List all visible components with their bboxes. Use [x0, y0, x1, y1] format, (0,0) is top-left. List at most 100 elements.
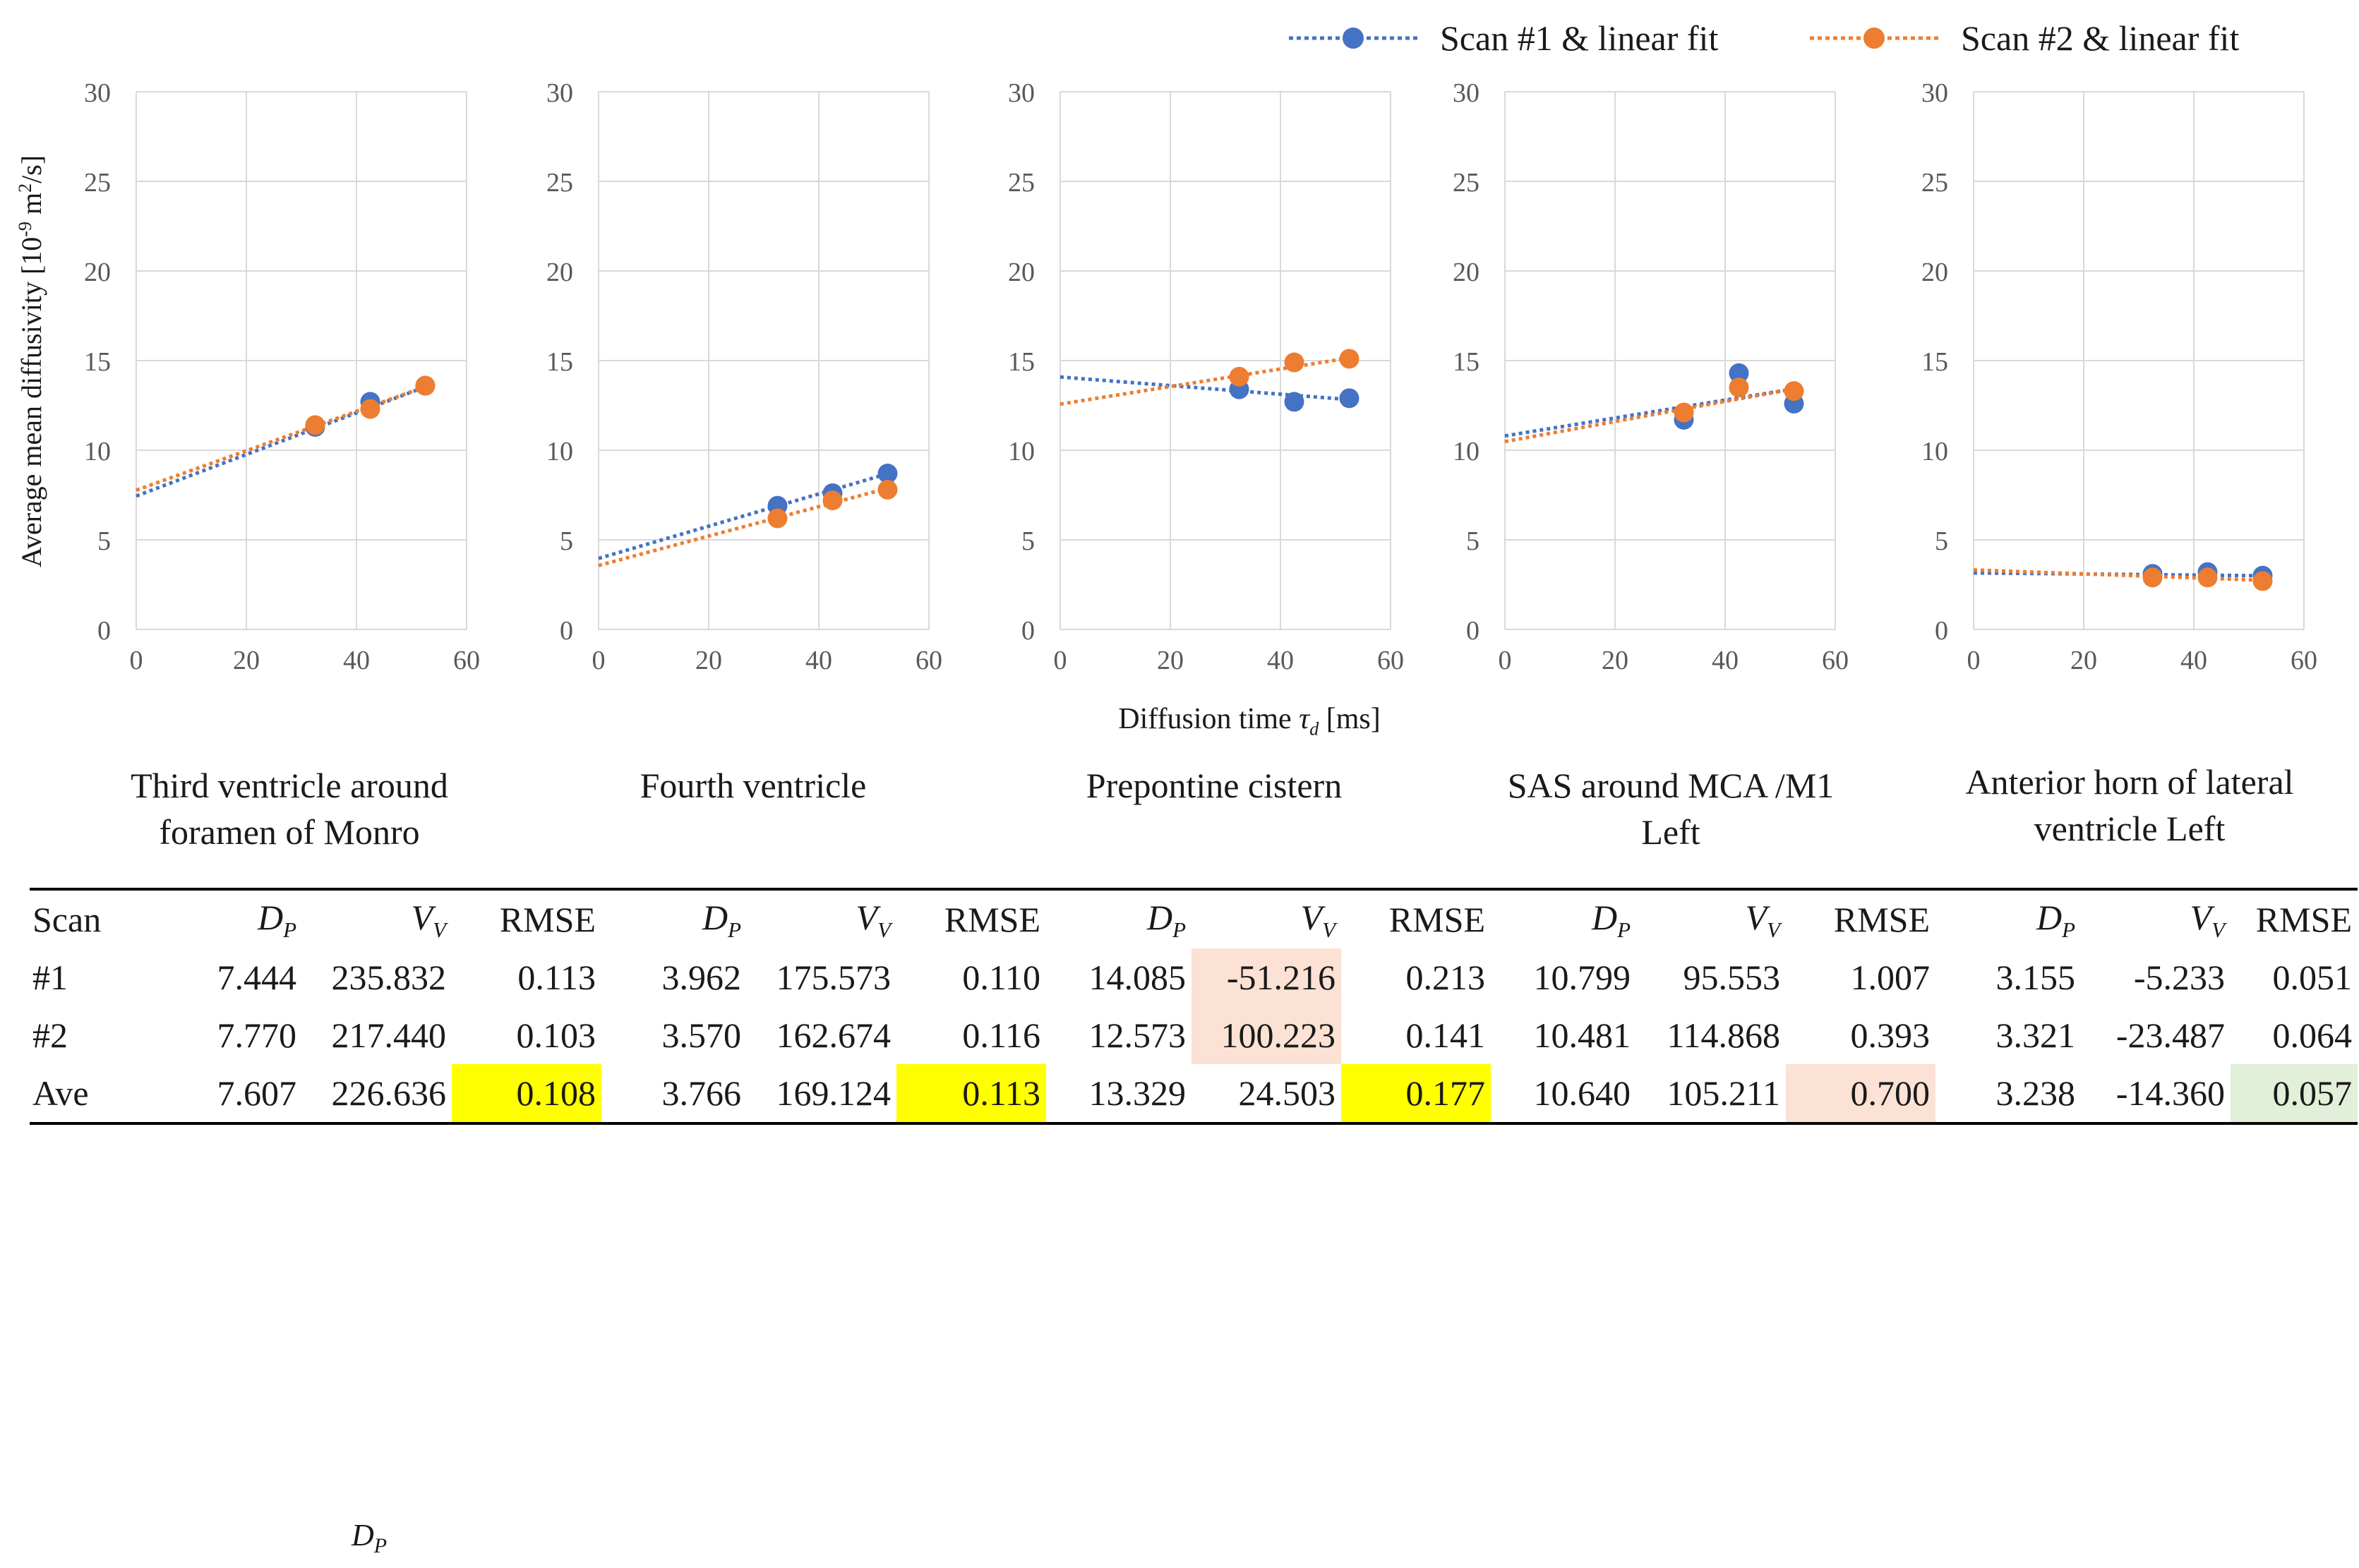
y-tick-label: 15 [84, 347, 111, 377]
data-point-scan-2 [1784, 381, 1804, 402]
x-tick-label: 0 [1499, 646, 1512, 675]
x-tick-label: 0 [592, 646, 606, 675]
header-rmse: RMSE [452, 888, 601, 948]
table-cell: 0.113 [517, 958, 596, 997]
y-tick-label: 25 [1921, 168, 1948, 198]
y-tick-label: 20 [84, 258, 111, 287]
table-cell: 3.766 [601, 1064, 747, 1125]
data-point-scan-2 [1339, 349, 1359, 369]
table-cell: 0.064 [2272, 1015, 2353, 1055]
legend-marker-scan2 [1810, 28, 1938, 49]
table-cell: 10.481 [1533, 1015, 1631, 1055]
y-axis-title-superscript: -9 [15, 222, 35, 237]
y-tick-label: 10 [1008, 437, 1035, 466]
data-point-scan-2 [1284, 352, 1304, 373]
table-cell: 114.868 [1667, 1015, 1780, 1055]
data-point-scan-2 [2142, 567, 2163, 588]
data-point-scan-2 [1729, 378, 1749, 398]
table-cell: 3.570 [661, 1015, 742, 1055]
table-cell: 0.051 [2272, 958, 2353, 997]
table-cell: 0.113 [896, 1064, 1046, 1125]
table-cell: 1.007 [1850, 958, 1931, 997]
y-axis-title-part: m [16, 193, 47, 222]
y-tick-label: 5 [1466, 526, 1479, 556]
table-cell: 12.573 [1088, 1015, 1187, 1055]
header-rmse: RMSE [1341, 888, 1491, 948]
chart-panel-1: 0 5 10 15 20 25 30 0 20 40 60 [84, 78, 480, 675]
x-tick-label: 0 [130, 646, 143, 675]
table-cell: 105.211 [1636, 1064, 1786, 1125]
y-tick-label: 15 [546, 347, 573, 377]
trendline-scan-2 [598, 486, 889, 567]
table-cell: 169.124 [747, 1064, 896, 1125]
y-axis-title-part: Average mean diffusivity [10 [16, 237, 47, 567]
table-cell: 0.057 [2231, 1064, 2358, 1125]
header-vv: VV [747, 888, 896, 948]
y-tick-label: 10 [1453, 437, 1479, 466]
table-cell: 175.573 [776, 958, 892, 997]
table-cell: 217.440 [331, 1015, 447, 1055]
x-tick-label: 20 [2070, 646, 2097, 675]
header-dp: DP [601, 888, 747, 948]
trendline-scan-1 [598, 471, 889, 560]
region-title-third-ventricle: Third ventricle around foramen of Monro [131, 766, 448, 852]
table-cell: 10.799 [1533, 958, 1631, 997]
table-cell: 0.213 [1405, 958, 1486, 997]
table-header-row: Scan DP VV RMSE DP VV RMSE DP VV RMSE DP… [30, 888, 2358, 948]
table-cell: 226.636 [302, 1064, 452, 1125]
table-cell: 24.503 [1191, 1064, 1341, 1125]
trendline-scan-1 [136, 385, 426, 498]
header-dp: DP [1491, 888, 1636, 948]
header-dp: DP [1935, 888, 2081, 948]
table-cell: 0.700 [1786, 1064, 1935, 1125]
x-tick-label: 60 [2291, 646, 2317, 675]
chart-panel-3: 0 5 10 15 20 25 30 0 20 40 60 [1008, 78, 1404, 675]
y-tick-label: 5 [560, 526, 573, 556]
y-axis-title-part: /s] [16, 155, 47, 183]
header-rmse: RMSE [896, 888, 1046, 948]
header-vv: VV [1191, 888, 1341, 948]
table-cell: 3.962 [661, 958, 742, 997]
results-table: Scan DP VV RMSE DP VV RMSE DP VV RMSE DP… [30, 888, 2358, 1125]
y-tick-label: 15 [1453, 347, 1479, 377]
data-point-scan-2 [360, 399, 380, 419]
y-tick-label: 25 [84, 168, 111, 198]
table-cell: 95.553 [1683, 958, 1781, 997]
table-row: Ave 7.607 226.636 0.108 3.766 169.124 0.… [30, 1064, 2358, 1125]
legend-marker-scan1 [1289, 28, 1417, 49]
header-rmse: RMSE [2231, 888, 2358, 948]
header-dp: DP [143, 888, 302, 948]
table-cell: -14.360 [2081, 1064, 2231, 1125]
table-cell: 235.832 [331, 958, 447, 997]
legend-item-scan2: Scan #2 & linear fit [1807, 10, 2239, 66]
data-point-scan-2 [2197, 567, 2218, 588]
y-tick-label: 10 [546, 437, 573, 466]
y-tick-label: 25 [1008, 168, 1035, 198]
y-tick-label: 30 [546, 78, 573, 108]
table-cell: 7.444 [217, 958, 297, 997]
table-cell: 0.108 [452, 1064, 601, 1125]
table-cell: -23.487 [2115, 1015, 2225, 1055]
table-cell: 10.640 [1491, 1064, 1636, 1125]
y-tick-label: 5 [1021, 526, 1035, 556]
y-tick-label: 25 [1453, 168, 1479, 198]
y-tick-label: 20 [1921, 258, 1948, 287]
table-cell: 3.321 [1995, 1015, 2076, 1055]
x-tick-label: 40 [1712, 646, 1739, 675]
table-cell: 0.393 [1850, 1015, 1931, 1055]
region-title-fourth-ventricle: Fourth ventricle [640, 766, 867, 805]
region-title-sas-mca: SAS around MCA /M1 Left [1507, 766, 1835, 852]
table-cell: -51.216 [1191, 948, 1341, 1006]
header-scan: Scan [30, 888, 143, 948]
x-tick-label: 0 [1967, 646, 1981, 675]
x-tick-label: 40 [2180, 646, 2207, 675]
y-tick-label: 30 [1453, 78, 1479, 108]
data-point-scan-2 [2252, 571, 2273, 591]
region-title-anterior-horn: Anterior horn of lateral ventricle Left [1965, 762, 2294, 848]
y-axis-title-superscript: 2 [15, 183, 35, 193]
table-cell: 3.238 [1935, 1064, 2081, 1125]
table-cell: 0.110 [962, 958, 1040, 997]
y-tick-label: 30 [84, 78, 111, 108]
chart-panel-5: 0 5 10 15 20 25 30 0 20 40 60 [1921, 78, 2317, 675]
